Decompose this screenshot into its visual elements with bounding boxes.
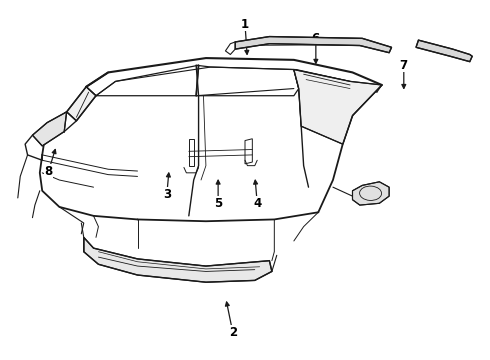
Polygon shape bbox=[352, 182, 389, 205]
Text: 2: 2 bbox=[229, 326, 237, 339]
Text: 8: 8 bbox=[45, 165, 53, 177]
Text: 1: 1 bbox=[241, 18, 249, 31]
Text: 5: 5 bbox=[214, 197, 222, 210]
Polygon shape bbox=[32, 112, 67, 146]
Text: 6: 6 bbox=[312, 32, 320, 45]
Text: 7: 7 bbox=[400, 59, 408, 72]
Text: 4: 4 bbox=[253, 197, 261, 210]
Polygon shape bbox=[294, 69, 382, 144]
Polygon shape bbox=[84, 237, 272, 282]
Polygon shape bbox=[67, 87, 96, 121]
Polygon shape bbox=[416, 40, 472, 62]
Polygon shape bbox=[235, 37, 392, 53]
Text: 3: 3 bbox=[163, 188, 171, 201]
